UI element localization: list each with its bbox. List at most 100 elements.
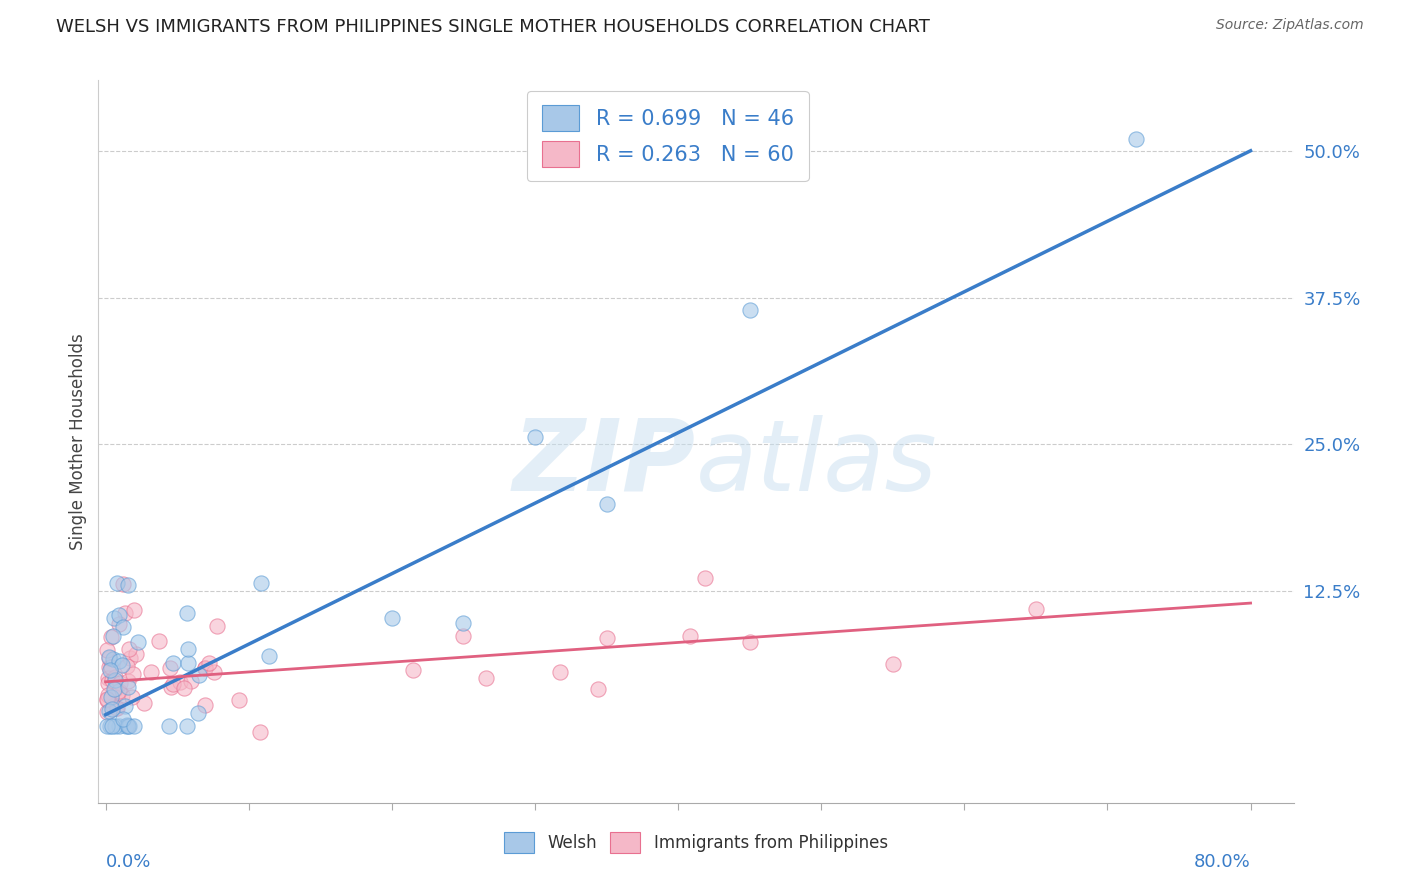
Point bbox=[882, 657, 904, 672]
Point bbox=[96, 643, 118, 657]
Point bbox=[122, 603, 145, 617]
Point bbox=[104, 681, 127, 696]
Point bbox=[595, 497, 617, 511]
Point bbox=[160, 681, 183, 695]
Point bbox=[173, 681, 195, 696]
Point bbox=[97, 659, 120, 673]
Text: atlas: atlas bbox=[696, 415, 938, 512]
Text: ZIP: ZIP bbox=[513, 415, 696, 512]
Point bbox=[120, 650, 142, 665]
Point bbox=[98, 663, 121, 677]
Point bbox=[139, 665, 162, 679]
Point bbox=[96, 706, 118, 720]
Point bbox=[159, 661, 181, 675]
Point bbox=[108, 719, 131, 733]
Point bbox=[96, 693, 118, 707]
Point bbox=[97, 671, 120, 685]
Point bbox=[103, 611, 125, 625]
Point bbox=[453, 616, 475, 631]
Point bbox=[96, 692, 118, 706]
Text: 0.0%: 0.0% bbox=[105, 854, 150, 871]
Point bbox=[111, 712, 134, 726]
Point bbox=[117, 719, 139, 733]
Point bbox=[117, 717, 139, 731]
Point bbox=[117, 578, 139, 592]
Point bbox=[523, 430, 546, 444]
Point bbox=[104, 673, 127, 687]
Point bbox=[124, 719, 146, 733]
Point bbox=[97, 688, 120, 702]
Point bbox=[194, 661, 217, 675]
Point bbox=[107, 654, 129, 668]
Point bbox=[132, 697, 155, 711]
Text: Source: ZipAtlas.com: Source: ZipAtlas.com bbox=[1216, 18, 1364, 32]
Point bbox=[108, 617, 131, 632]
Point bbox=[595, 631, 617, 645]
Point bbox=[115, 658, 138, 673]
Legend: Welsh, Immigrants from Philippines: Welsh, Immigrants from Philippines bbox=[498, 826, 894, 860]
Point bbox=[97, 676, 120, 690]
Point bbox=[176, 719, 198, 733]
Point bbox=[98, 705, 121, 719]
Point bbox=[100, 660, 122, 674]
Point bbox=[104, 719, 127, 733]
Point bbox=[1025, 601, 1047, 615]
Point bbox=[105, 575, 128, 590]
Point bbox=[586, 681, 609, 696]
Text: 80.0%: 80.0% bbox=[1194, 854, 1250, 871]
Point bbox=[107, 608, 129, 623]
Point bbox=[176, 606, 198, 620]
Point bbox=[257, 648, 280, 663]
Point bbox=[115, 719, 138, 733]
Point bbox=[177, 642, 200, 657]
Point bbox=[105, 686, 128, 700]
Point bbox=[103, 681, 125, 696]
Point bbox=[678, 629, 700, 643]
Point bbox=[111, 657, 134, 672]
Point bbox=[100, 702, 122, 716]
Point bbox=[105, 701, 128, 715]
Point bbox=[148, 633, 170, 648]
Point bbox=[114, 698, 136, 713]
Point bbox=[98, 719, 121, 733]
Point bbox=[162, 677, 184, 691]
Point bbox=[121, 690, 143, 705]
Point bbox=[205, 618, 228, 632]
Point bbox=[228, 692, 250, 706]
Point bbox=[187, 668, 209, 682]
Point bbox=[548, 665, 571, 680]
Point bbox=[202, 665, 225, 680]
Point bbox=[693, 571, 716, 585]
Point bbox=[114, 606, 136, 620]
Point bbox=[117, 680, 139, 694]
Point bbox=[101, 719, 124, 733]
Text: WELSH VS IMMIGRANTS FROM PHILIPPINES SINGLE MOTHER HOUSEHOLDS CORRELATION CHART: WELSH VS IMMIGRANTS FROM PHILIPPINES SIN… bbox=[56, 18, 931, 36]
Point bbox=[100, 630, 122, 644]
Point bbox=[101, 652, 124, 666]
Y-axis label: Single Mother Households: Single Mother Households bbox=[69, 334, 87, 549]
Point bbox=[117, 719, 139, 733]
Point bbox=[107, 700, 129, 714]
Point bbox=[157, 719, 180, 733]
Point bbox=[97, 649, 120, 664]
Point bbox=[117, 673, 139, 688]
Point bbox=[101, 698, 124, 713]
Point bbox=[177, 657, 200, 671]
Point bbox=[187, 706, 209, 721]
Point bbox=[249, 576, 271, 591]
Point bbox=[97, 651, 120, 665]
Point bbox=[453, 629, 475, 643]
Point bbox=[96, 719, 118, 733]
Point bbox=[103, 629, 125, 643]
Point bbox=[194, 661, 217, 675]
Point bbox=[107, 683, 129, 698]
Point bbox=[180, 674, 202, 689]
Point bbox=[381, 611, 404, 625]
Point bbox=[194, 698, 217, 713]
Point bbox=[738, 302, 761, 317]
Point bbox=[249, 725, 271, 739]
Point bbox=[169, 674, 191, 689]
Point bbox=[100, 690, 122, 704]
Point bbox=[162, 657, 184, 671]
Point bbox=[110, 676, 132, 690]
